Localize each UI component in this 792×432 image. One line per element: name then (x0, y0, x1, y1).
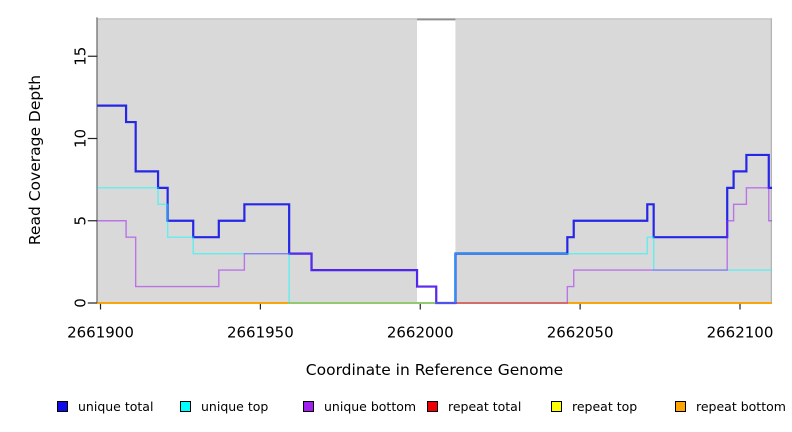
gap-region (417, 19, 456, 304)
y-tick-label-1: 5 (71, 216, 89, 226)
y-tick-label-2: 10 (71, 129, 89, 148)
x-axis-title: Coordinate in Reference Genome (305, 361, 564, 379)
y-tick-label-3: 15 (71, 47, 89, 66)
x-tick-label-2: 2662000 (387, 324, 454, 342)
x-tick-label-0: 2661900 (67, 324, 134, 342)
x-tick-label-4: 2662100 (707, 324, 774, 342)
x-tick-label-3: 2662050 (547, 324, 614, 342)
series-unique-top (97, 187, 772, 304)
y-axis-title: Read Coverage Depth (26, 74, 44, 246)
series-unique-bottom (97, 187, 772, 304)
y-tick-label-0: 0 (71, 298, 89, 308)
x-tick-label-1: 2661950 (227, 324, 294, 342)
